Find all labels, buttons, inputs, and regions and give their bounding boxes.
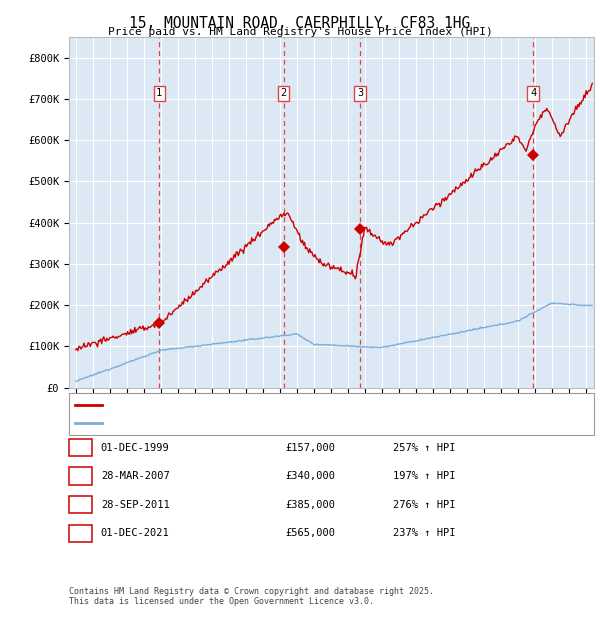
Text: £157,000: £157,000 [285, 443, 335, 453]
Text: HPI: Average price, semi-detached house, Caerphilly: HPI: Average price, semi-detached house,… [108, 418, 407, 428]
Text: 276% ↑ HPI: 276% ↑ HPI [393, 500, 455, 510]
Text: 28-SEP-2011: 28-SEP-2011 [101, 500, 170, 510]
Text: 15, MOUNTAIN ROAD, CAERPHILLY, CF83 1HG: 15, MOUNTAIN ROAD, CAERPHILLY, CF83 1HG [130, 16, 470, 30]
Text: 01-DEC-2021: 01-DEC-2021 [101, 528, 170, 538]
Text: 28-MAR-2007: 28-MAR-2007 [101, 471, 170, 481]
Text: £565,000: £565,000 [285, 528, 335, 538]
Text: 237% ↑ HPI: 237% ↑ HPI [393, 528, 455, 538]
Text: 2: 2 [281, 88, 287, 98]
Text: 01-DEC-1999: 01-DEC-1999 [101, 443, 170, 453]
Text: 4: 4 [530, 88, 536, 98]
Text: Contains HM Land Registry data © Crown copyright and database right 2025.
This d: Contains HM Land Registry data © Crown c… [69, 587, 434, 606]
Text: 2: 2 [77, 471, 83, 481]
Text: 257% ↑ HPI: 257% ↑ HPI [393, 443, 455, 453]
Text: 1: 1 [156, 88, 163, 98]
Text: £340,000: £340,000 [285, 471, 335, 481]
Text: Price paid vs. HM Land Registry's House Price Index (HPI): Price paid vs. HM Land Registry's House … [107, 27, 493, 37]
Text: 3: 3 [77, 500, 83, 510]
Text: 15, MOUNTAIN ROAD, CAERPHILLY, CF83 1HG (semi-detached house): 15, MOUNTAIN ROAD, CAERPHILLY, CF83 1HG … [108, 400, 466, 410]
Text: 1: 1 [77, 443, 83, 453]
Text: 3: 3 [357, 88, 364, 98]
Text: 197% ↑ HPI: 197% ↑ HPI [393, 471, 455, 481]
Text: £385,000: £385,000 [285, 500, 335, 510]
Text: 4: 4 [77, 528, 83, 538]
